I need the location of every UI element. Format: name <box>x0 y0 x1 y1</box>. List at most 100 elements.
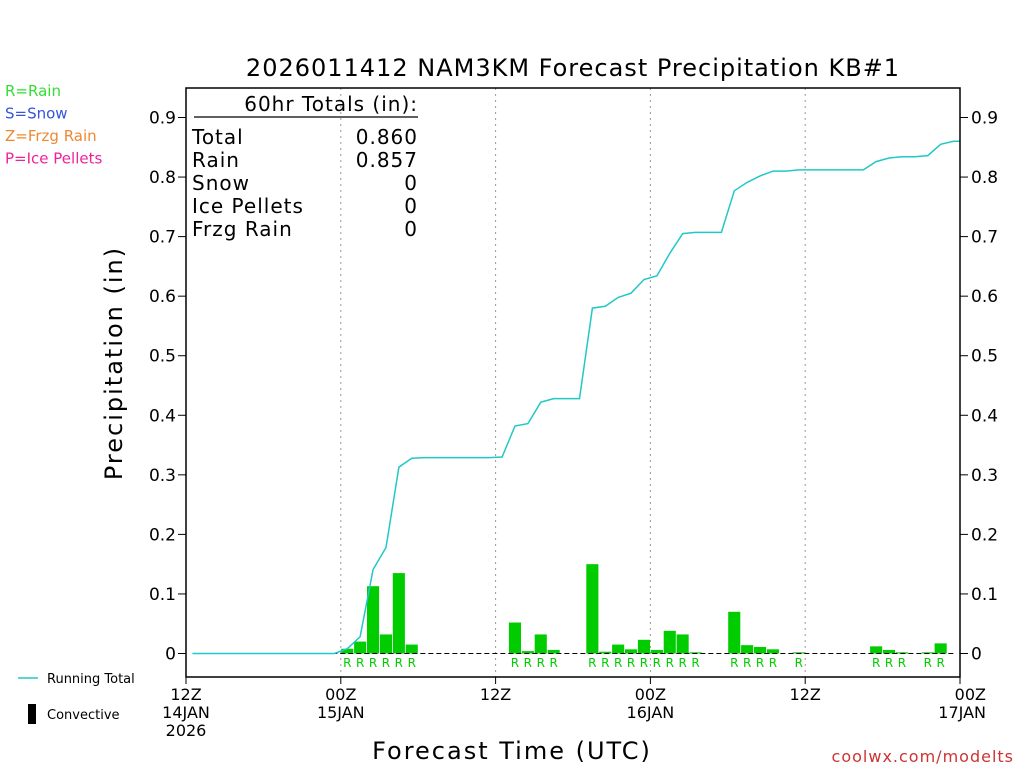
precip-type-legend-item: Z=Frzg Rain <box>5 127 97 145</box>
y-tick-label-left: 0.8 <box>149 168 176 188</box>
totals-row-label: Ice Pellets <box>192 194 304 218</box>
precip-bar <box>650 649 663 654</box>
precip-bar <box>547 649 560 654</box>
running-total-line <box>192 140 960 655</box>
y-tick-label-left: 0.4 <box>149 406 176 426</box>
precip-bar <box>392 573 405 654</box>
totals-box: 60hr Totals (in):Total 0.860 Rain 0.857 Snow… <box>191 92 418 241</box>
y-tick-label-left: 0.6 <box>149 287 176 307</box>
precip-type-legend-item: R=Rain <box>5 82 61 100</box>
y-tick-label-left: 0.5 <box>149 347 176 367</box>
precip-bar <box>508 622 521 654</box>
precip-bar <box>728 611 741 654</box>
totals-row-label: Total <box>191 125 244 149</box>
precip-bar <box>625 649 638 654</box>
precip-bar <box>766 649 779 654</box>
precip-bar <box>792 652 805 654</box>
precip-bar <box>612 644 625 654</box>
precip-type-label: R <box>795 656 803 670</box>
x-tick-label: 12Z <box>480 685 511 704</box>
precip-bar <box>405 644 418 654</box>
precip-type-label: R <box>524 656 532 670</box>
y-tick-label-left: 0.9 <box>149 109 176 129</box>
x-tick-label: 15JAN <box>317 703 365 722</box>
totals-row-value: 0.857 <box>356 148 418 172</box>
precip-type-label: R <box>537 656 545 670</box>
y-tick-label-right: 0.7 <box>971 228 998 248</box>
precip-type-label: R <box>730 656 738 670</box>
y-tick-label-left: 0.1 <box>149 585 176 605</box>
precip-bar <box>586 564 599 654</box>
precip-bar <box>341 648 354 654</box>
totals-row-label: Snow <box>192 171 250 195</box>
totals-row-label: Rain <box>192 148 240 172</box>
totals-row-value: 0 <box>404 171 418 195</box>
precip-type-label: R <box>588 656 596 670</box>
y-tick-label-right: 0.9 <box>971 109 998 129</box>
precip-type-label: R <box>601 656 609 670</box>
precip-bar <box>883 649 896 654</box>
precip-bar <box>521 651 534 654</box>
y-axis-left: 0 0.1 0.2 0.3 0.4 0.5 0.6 0.7 0.8 0.9 <box>149 109 186 665</box>
y-tick-label-left: 0.7 <box>149 228 176 248</box>
precip-type-label: R <box>756 656 764 670</box>
precip-type-label: R <box>898 656 906 670</box>
precip-bars <box>341 564 947 654</box>
precip-type-label: R <box>666 656 674 670</box>
precip-bar <box>599 651 612 654</box>
chart-title: 2026011412 NAM3KM Forecast Precipitation… <box>246 54 900 82</box>
precip-type-label: R <box>549 656 557 670</box>
y-tick-label-right: 0.1 <box>971 585 998 605</box>
y-tick-label-left: 0.3 <box>149 466 176 486</box>
precip-bar <box>354 641 367 654</box>
y-tick-label-right: 0.6 <box>971 287 998 307</box>
x-tick-label: 12Z <box>170 685 201 704</box>
precip-type-label: R <box>769 656 777 670</box>
precip-bar <box>870 646 883 654</box>
legend-label: Convective <box>47 708 120 723</box>
x-tick-label: 16JAN <box>627 703 675 722</box>
totals-heading: 60hr Totals (in): <box>244 92 418 116</box>
precip-bar <box>637 639 650 654</box>
y-tick-label-left: 0 <box>165 645 176 665</box>
precip-type-label: R <box>936 656 944 670</box>
y-tick-label-right: 0.8 <box>971 168 998 188</box>
precip-type-label: R <box>924 656 932 670</box>
precip-type-label: R <box>408 656 416 670</box>
precip-bar <box>754 646 767 654</box>
plot-frame <box>185 87 961 678</box>
precip-type-label: R <box>511 656 519 670</box>
y-tick-label-right: 0.5 <box>971 347 998 367</box>
totals-row-value: 0 <box>404 217 418 241</box>
precip-type-label: R <box>653 656 661 670</box>
x-tick-label: 00Z <box>635 685 666 704</box>
precip-type-label: R <box>369 656 377 670</box>
totals-row-value: 0 <box>404 194 418 218</box>
totals-row-value: 0.860 <box>356 125 418 149</box>
precip-type-label: R <box>872 656 880 670</box>
y-axis-label: Precipitation (in) <box>100 246 128 480</box>
precip-type-label: R <box>382 656 390 670</box>
precip-bar <box>895 652 908 654</box>
y-tick-label-right: 0.4 <box>971 406 998 426</box>
legend-label: Running Total <box>47 672 135 687</box>
legend-swatch-bar <box>28 704 36 724</box>
precip-type-label: R <box>885 656 893 670</box>
x-axis-label: Forecast Time (UTC) <box>372 737 652 765</box>
precip-bar <box>663 630 676 654</box>
precip-bar <box>934 643 947 654</box>
precip-bar <box>379 634 392 654</box>
precip-bar <box>689 652 702 654</box>
precip-bar <box>534 634 547 654</box>
precip-bar <box>921 652 934 654</box>
x-tick-label: 2026 <box>166 721 207 740</box>
x-tick-label: 00Z <box>325 685 356 704</box>
precip-type-label: R <box>627 656 635 670</box>
precip-type-label: R <box>691 656 699 670</box>
precip-type-label: R <box>640 656 648 670</box>
precip-type-legend: R=Rain S=Snow Z=Frzg Rain P=Ice Pellets <box>5 82 102 168</box>
y-tick-label-left: 0.2 <box>149 525 176 545</box>
y-tick-label-right: 0.3 <box>971 466 998 486</box>
